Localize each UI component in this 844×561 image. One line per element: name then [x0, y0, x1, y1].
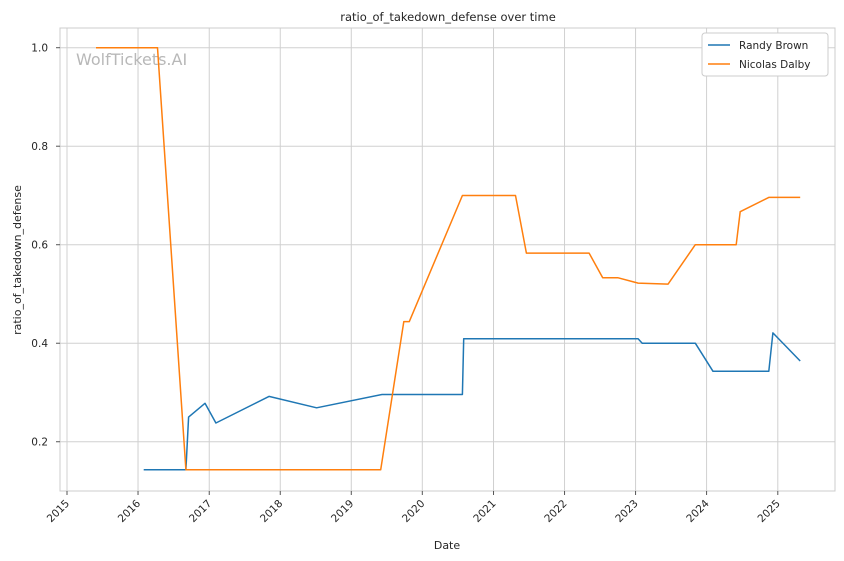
- legend-label-nicolas-dalby: Nicolas Dalby: [739, 59, 810, 71]
- x-axis-label: Date: [434, 539, 461, 552]
- x-tick-label: 2015: [45, 498, 72, 525]
- grid-lines: [60, 28, 835, 491]
- x-tick-label: 2018: [258, 498, 285, 525]
- x-tick-label: 2022: [542, 498, 569, 525]
- y-tick-label: 0.2: [31, 437, 48, 449]
- plot-frame: [59, 27, 836, 492]
- y-tick-label: 1.0: [31, 43, 48, 55]
- y-axis-label: ratio_of_takedown_defense: [11, 185, 24, 335]
- x-tick-label: 2023: [613, 498, 640, 525]
- legend-box: [701, 32, 829, 77]
- x-tick-label: 2020: [400, 498, 427, 525]
- x-tick-label: 2024: [684, 497, 712, 525]
- y-axis-ticks: 0.2 0.4 0.6 0.8 1.0: [31, 43, 60, 449]
- watermark-text: WolfTickets.AI: [76, 50, 187, 69]
- series-lines: [96, 46, 801, 471]
- series-line-randy-brown: [143, 332, 801, 471]
- legend-label-randy-brown: Randy Brown: [739, 40, 808, 52]
- x-tick-label: 2017: [187, 498, 214, 525]
- x-axis-ticks: 2015 2016 2017 2018 2019 2020 2021 2022 2023 2024…: [45, 491, 783, 525]
- x-tick-label: 2021: [471, 498, 498, 525]
- y-tick-label: 0.4: [31, 338, 48, 350]
- x-tick-label: 2019: [329, 498, 356, 525]
- y-tick-label: 0.8: [31, 141, 48, 153]
- legend: Randy Brown Nicolas Dalby: [701, 32, 829, 77]
- y-tick-label: 0.6: [31, 240, 48, 252]
- x-tick-label: 2016: [116, 497, 144, 525]
- series-line-nicolas-dalby: [96, 46, 801, 471]
- chart-title: ratio_of_takedown_defense over time: [340, 10, 556, 24]
- x-tick-label: 2025: [756, 498, 783, 525]
